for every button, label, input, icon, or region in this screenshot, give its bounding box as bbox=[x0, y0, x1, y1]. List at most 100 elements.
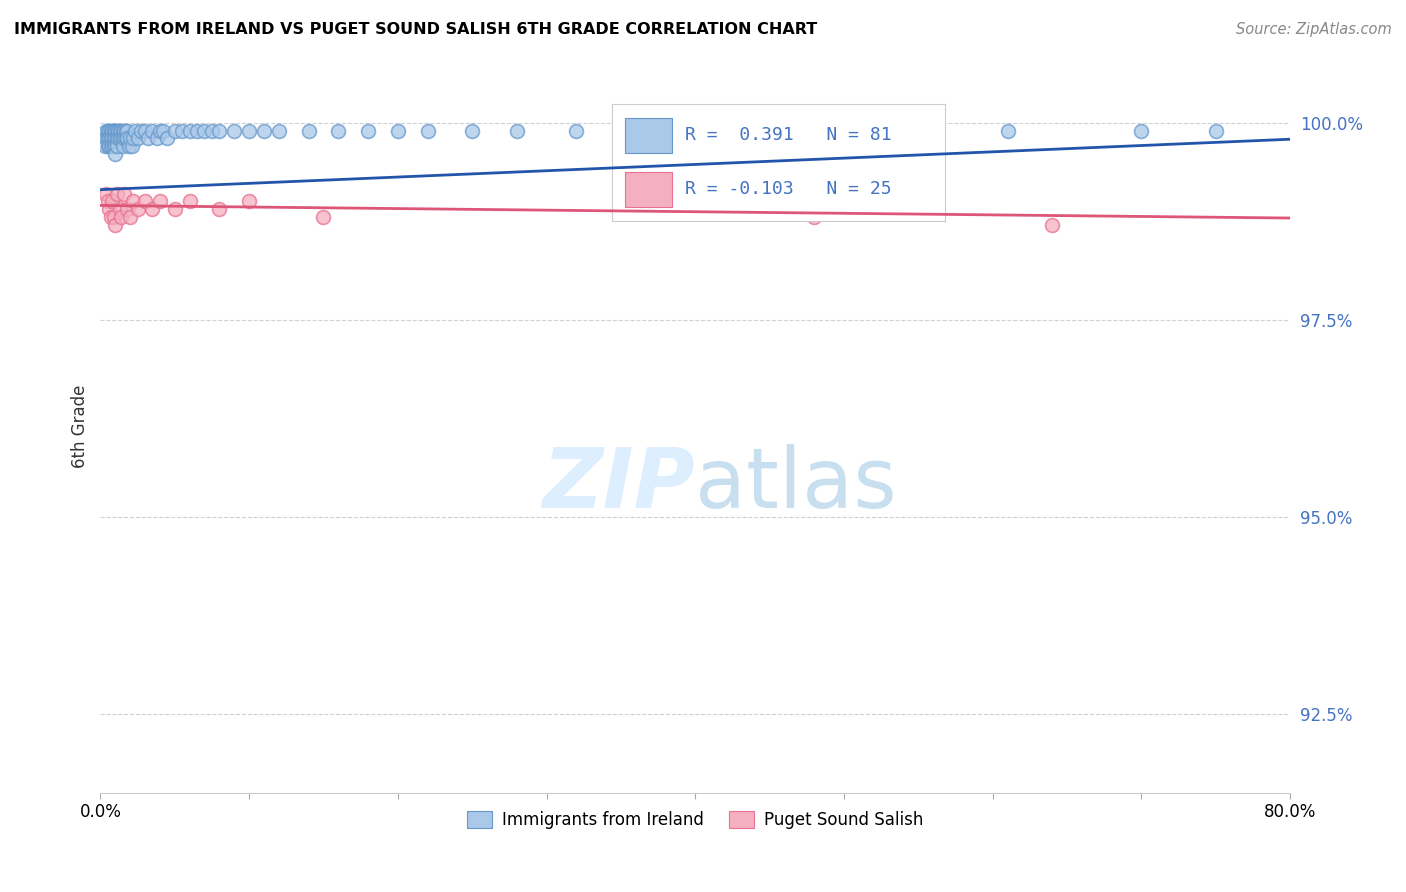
Point bbox=[1130, 123, 1153, 137]
Point bbox=[112, 123, 135, 137]
Point bbox=[416, 123, 439, 137]
Point bbox=[101, 194, 124, 209]
Text: atlas: atlas bbox=[695, 444, 897, 525]
Point bbox=[104, 147, 127, 161]
Point bbox=[115, 123, 138, 137]
Point bbox=[163, 202, 186, 217]
Text: ZIP: ZIP bbox=[543, 444, 695, 525]
Point bbox=[267, 123, 290, 137]
Point bbox=[124, 123, 146, 137]
Point bbox=[141, 123, 163, 137]
Point bbox=[152, 123, 174, 137]
Point bbox=[862, 123, 884, 137]
Point bbox=[149, 194, 172, 209]
Point bbox=[997, 123, 1019, 137]
Point bbox=[114, 123, 136, 137]
Point bbox=[122, 194, 145, 209]
Point bbox=[112, 186, 135, 201]
Point bbox=[105, 186, 128, 201]
Point bbox=[108, 123, 131, 137]
Point bbox=[565, 123, 588, 137]
Point bbox=[728, 123, 751, 137]
Point bbox=[101, 131, 124, 145]
Point bbox=[654, 123, 676, 137]
Point bbox=[121, 139, 143, 153]
Point bbox=[104, 123, 127, 137]
Point bbox=[104, 123, 127, 137]
Point bbox=[149, 123, 172, 137]
Point bbox=[120, 211, 142, 225]
Y-axis label: 6th Grade: 6th Grade bbox=[72, 384, 89, 467]
Point bbox=[97, 139, 120, 153]
Point bbox=[114, 131, 136, 145]
Point bbox=[179, 194, 201, 209]
Point bbox=[134, 194, 156, 209]
Point bbox=[179, 123, 201, 137]
Point bbox=[100, 131, 122, 145]
Point bbox=[156, 131, 179, 145]
Point bbox=[104, 139, 127, 153]
Point bbox=[127, 202, 149, 217]
Point bbox=[201, 123, 224, 137]
Point bbox=[105, 131, 128, 145]
Point bbox=[208, 123, 231, 137]
Point bbox=[803, 211, 825, 225]
Point bbox=[238, 194, 260, 209]
Point bbox=[117, 139, 139, 153]
Point bbox=[208, 202, 231, 217]
Point bbox=[134, 123, 156, 137]
Point bbox=[1205, 123, 1227, 137]
Point bbox=[146, 131, 169, 145]
Text: IMMIGRANTS FROM IRELAND VS PUGET SOUND SALISH 6TH GRADE CORRELATION CHART: IMMIGRANTS FROM IRELAND VS PUGET SOUND S… bbox=[14, 22, 817, 37]
Point bbox=[104, 131, 127, 145]
Point bbox=[103, 131, 125, 145]
Point bbox=[172, 123, 194, 137]
Point bbox=[141, 202, 163, 217]
Point bbox=[112, 131, 135, 145]
Point bbox=[96, 123, 118, 137]
Point bbox=[108, 131, 131, 145]
Point bbox=[357, 123, 380, 137]
Point bbox=[103, 139, 125, 153]
Point bbox=[97, 194, 120, 209]
Point bbox=[387, 123, 409, 137]
Point bbox=[312, 211, 335, 225]
Point bbox=[101, 139, 124, 153]
Point bbox=[108, 202, 131, 217]
Point bbox=[111, 123, 134, 137]
Point bbox=[193, 123, 215, 137]
Point bbox=[98, 131, 121, 145]
Point bbox=[98, 202, 121, 217]
Point bbox=[110, 123, 132, 137]
Point bbox=[110, 131, 132, 145]
Point bbox=[100, 211, 122, 225]
Point bbox=[224, 123, 246, 137]
Point bbox=[136, 131, 159, 145]
Point bbox=[101, 123, 124, 137]
Text: Source: ZipAtlas.com: Source: ZipAtlas.com bbox=[1236, 22, 1392, 37]
Point bbox=[107, 131, 129, 145]
Point bbox=[107, 123, 129, 137]
Point bbox=[103, 123, 125, 137]
Point bbox=[328, 123, 350, 137]
Point bbox=[100, 139, 122, 153]
Point bbox=[127, 131, 149, 145]
Point bbox=[104, 218, 127, 232]
Point bbox=[98, 139, 121, 153]
Point bbox=[105, 139, 128, 153]
Point bbox=[101, 123, 124, 137]
Point bbox=[253, 123, 276, 137]
Point bbox=[97, 131, 120, 145]
Point bbox=[98, 123, 121, 137]
Point bbox=[120, 131, 142, 145]
Point bbox=[96, 131, 118, 145]
Point bbox=[122, 131, 145, 145]
Point bbox=[100, 123, 122, 137]
Point bbox=[506, 123, 529, 137]
Point bbox=[163, 123, 186, 137]
Point bbox=[105, 123, 128, 137]
Point bbox=[94, 139, 117, 153]
Point bbox=[297, 123, 319, 137]
Point bbox=[111, 139, 134, 153]
Point bbox=[461, 123, 484, 137]
